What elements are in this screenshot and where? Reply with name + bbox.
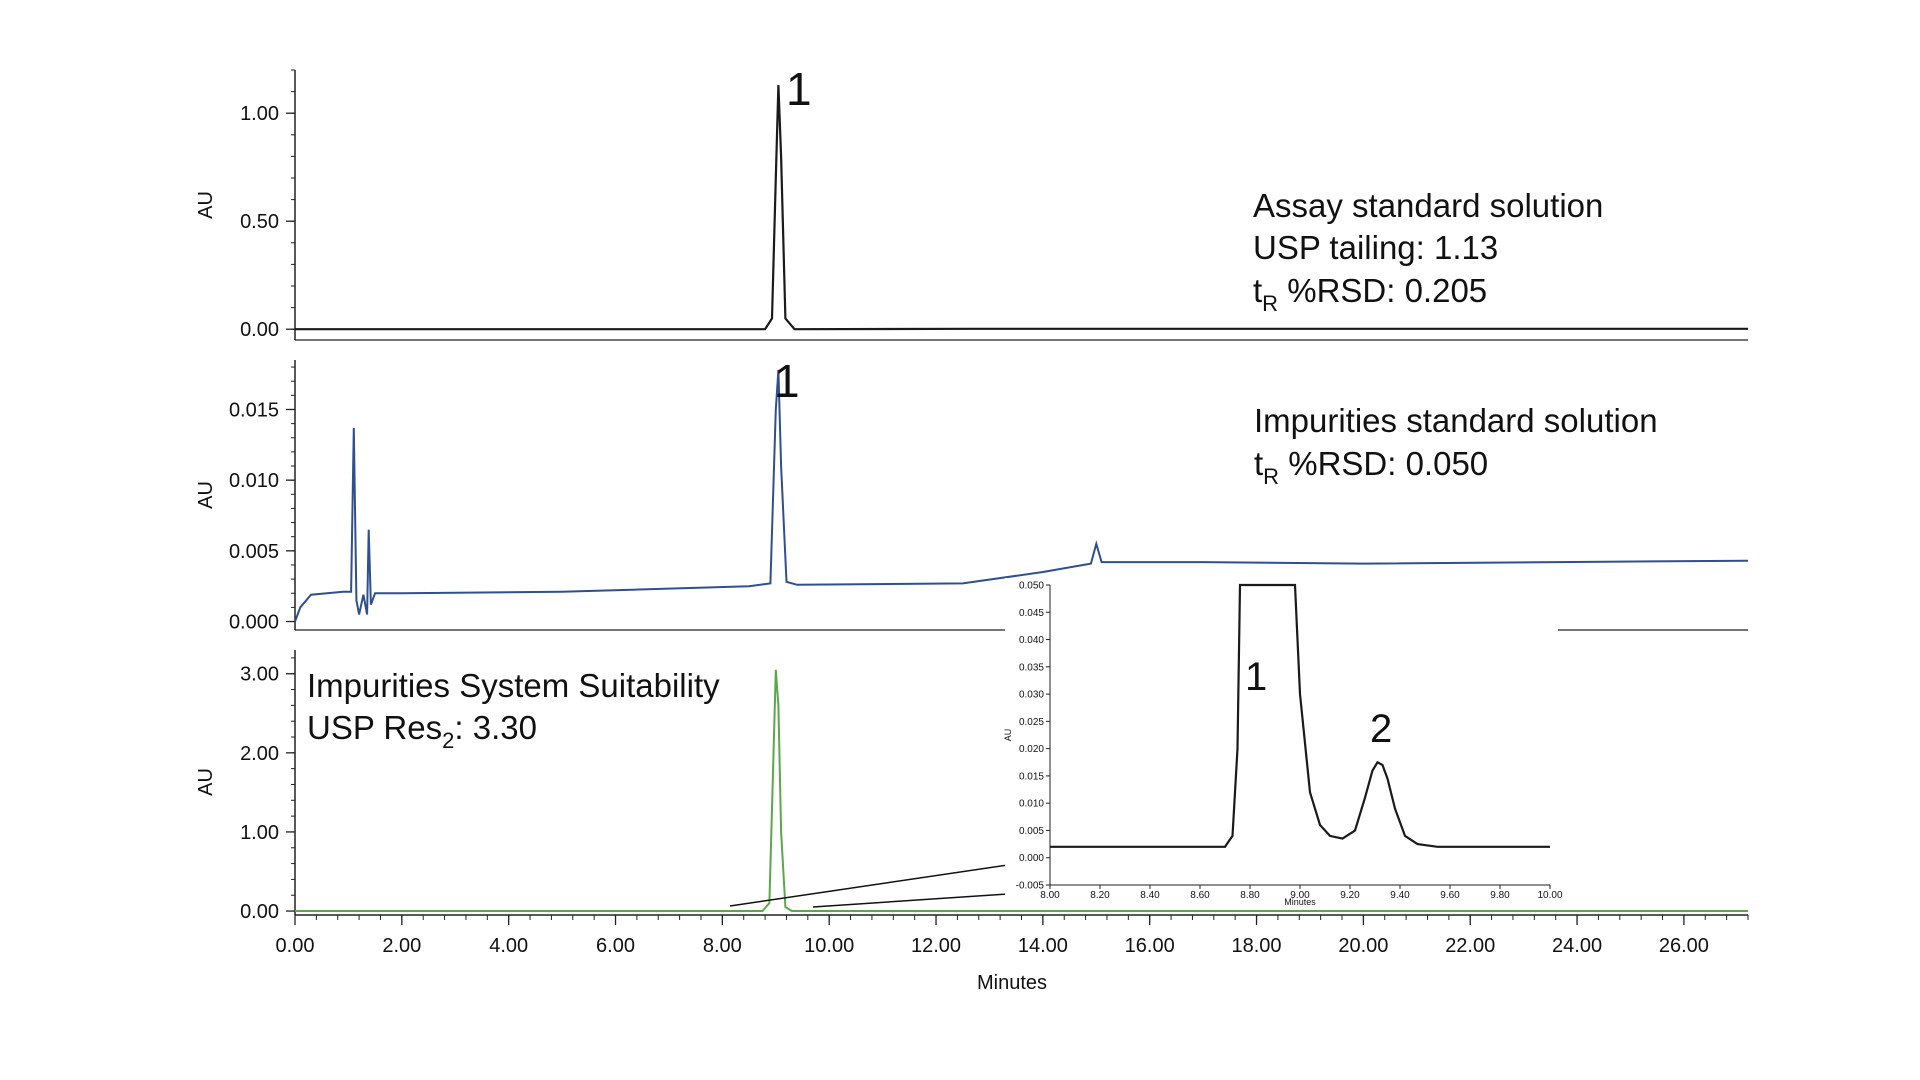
inset-x-tick-label: 9.60 (1440, 890, 1460, 901)
inset-x-tick-label: 9.20 (1340, 890, 1360, 901)
x-tick-label: 18.00 (1232, 935, 1282, 957)
x-axis-title: Minutes (977, 972, 1047, 994)
panel3-annotation-resolution: USP Res2: 3.30 (307, 709, 537, 753)
inset-y-tick-label: 0.005 (1019, 826, 1044, 837)
panel3-y-tick-label: 3.00 (240, 664, 279, 686)
panel1-annotation-tailing: USP tailing: 1.13 (1253, 229, 1498, 266)
panel2-y-tick-label: 0.005 (229, 541, 279, 563)
inset-x-tick-label: 8.60 (1190, 890, 1210, 901)
inset-y-tick-label: 0.015 (1019, 771, 1044, 782)
x-tick-label: 16.00 (1125, 935, 1175, 957)
x-tick-label: 24.00 (1552, 935, 1602, 957)
panel1-y-axis-title: AU (195, 191, 217, 219)
inset-x-tick-label: 9.00 (1290, 890, 1310, 901)
panel2-y-tick-label: 0.015 (229, 399, 279, 421)
zoom-connector-upper (729, 857, 1056, 907)
x-tick-label: 0.00 (276, 935, 315, 957)
panel2-annotation-rsd: tR %RSD: 0.050 (1254, 445, 1488, 489)
inset-y-tick-label: 0.000 (1019, 853, 1044, 864)
inset-y-tick-label: 0.030 (1019, 690, 1044, 701)
x-axis-ticks: 0.00 2.00 4.00 6.00 8.00 10.00 12.00 14.00 16.00… (276, 915, 1749, 957)
panel2-peak-label: 1 (774, 355, 800, 407)
panel3-trace (295, 669, 1748, 912)
inset-x-tick-label: 8.20 (1090, 890, 1110, 901)
panel1-annotation-rsd: tR %RSD: 0.205 (1253, 272, 1487, 316)
panel3-y-tick-label: 1.00 (240, 822, 279, 844)
panel1-peak-label: 1 (786, 63, 812, 115)
inset-x-axis-title: Minutes (1284, 897, 1316, 907)
panel3-y-ticks: 0.00 1.00 2.00 3.00 (240, 657, 295, 923)
inset-x-tick-label: 8.00 (1040, 890, 1060, 901)
inset-y-tick-label: 0.025 (1019, 717, 1044, 728)
inset-x-tick-label: 10.00 (1537, 890, 1562, 901)
x-tick-label: 12.00 (911, 935, 961, 957)
panel2-y-tick-label: 0.010 (229, 470, 279, 492)
x-tick-label: 8.00 (703, 935, 742, 957)
panel-system-suitability: 0.001.002.003.00 0.00 2.00 4.00 6.00 8.00 10.… (195, 650, 1749, 994)
inset-y-tick-label: 0.020 (1019, 744, 1044, 755)
panel2-annotation-title: Impurities standard solution (1254, 402, 1658, 439)
x-tick-label: 10.00 (804, 935, 854, 957)
panel3-y-axis-title: AU (195, 768, 217, 796)
inset-peak1-label: 1 (1245, 655, 1267, 699)
panel2-trace (294, 369, 1749, 622)
x-tick-label: 20.00 (1338, 935, 1388, 957)
inset-y-ticks: -0.005 0.000 0.005 0.010 0.015 0.020 0.025 0.03… (1016, 581, 1050, 892)
inset-zoom-chart: -0.005 0.000 0.005 0.010 0.015 0.020 0.025 0.03… (1003, 578, 1563, 907)
inset-y-tick-label: 0.035 (1019, 662, 1044, 673)
panel3-y-tick-label: 0.00 (240, 901, 279, 923)
panel1-annotation-title: Assay standard solution (1253, 187, 1603, 224)
inset-x-tick-label: 9.80 (1490, 890, 1510, 901)
inset-y-tick-label: -0.005 (1016, 881, 1045, 892)
panel-impurities-standard: 0.000 0.005 0.010 0.015 AU 1 Impurities sta… (195, 355, 1749, 634)
inset-peak2-label: 2 (1370, 707, 1392, 751)
panel3-y-tick-label: 2.00 (240, 743, 279, 765)
inset-background (1005, 578, 1558, 903)
x-tick-label: 26.00 (1659, 935, 1709, 957)
inset-y-tick-label: 0.045 (1019, 608, 1044, 619)
x-tick-label: 6.00 (596, 935, 635, 957)
panel1-y-tick-label: 0.00 (240, 319, 279, 341)
inset-x-tick-label: 8.40 (1140, 890, 1160, 901)
inset-y-tick-label: 0.050 (1019, 581, 1044, 592)
inset-y-tick-label: 0.040 (1019, 635, 1044, 646)
inset-x-ticks: 8.00 8.20 8.40 8.60 8.80 9.00 9.20 9.40 9.60 9.80… (1040, 885, 1563, 901)
panel2-y-tick-label: 0.000 (229, 612, 279, 634)
inset-trace (1050, 583, 1550, 848)
x-tick-label: 4.00 (489, 935, 528, 957)
panel2-y-ticks: 0.000 0.005 0.010 0.015 (229, 366, 295, 634)
inset-x-tick-label: 9.40 (1390, 890, 1410, 901)
panel1-trace (295, 85, 1748, 331)
panel1-y-tick-label: 0.50 (240, 211, 279, 233)
x-tick-label: 14.00 (1018, 935, 1068, 957)
panel1-y-tick-label: 1.00 (240, 103, 279, 125)
inset-y-axis-title: AU (1003, 729, 1013, 742)
inset-x-tick-label: 8.80 (1240, 890, 1260, 901)
x-tick-label: 22.00 (1445, 935, 1495, 957)
x-tick-label: 2.00 (382, 935, 421, 957)
panel-assay-standard: 0.00 0.50 1.00 AU 1 Assay standard solutio… (195, 63, 1748, 341)
panel1-y-ticks: 0.00 0.50 1.00 (240, 69, 295, 341)
panel2-y-axis-title: AU (195, 481, 217, 509)
inset-y-tick-label: 0.010 (1019, 799, 1044, 810)
panel3-annotation-title: Impurities System Suitability (307, 667, 720, 704)
